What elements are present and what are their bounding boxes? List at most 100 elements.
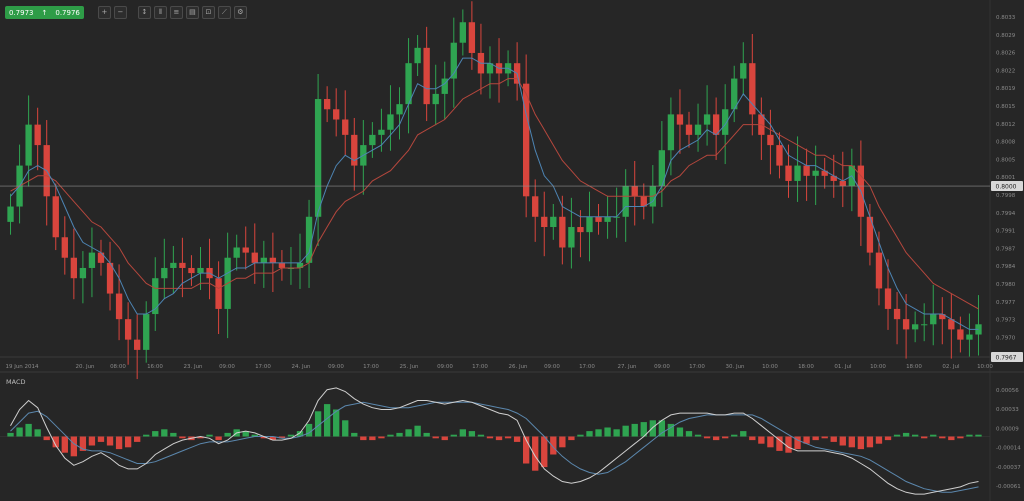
bid-price: 0.7973 (9, 8, 34, 17)
macd-histogram-bar (921, 436, 928, 439)
candle-body (468, 22, 476, 53)
candle-body (432, 93, 439, 105)
candle-body (378, 129, 385, 135)
candle-body (595, 216, 602, 222)
macd-histogram-bar (884, 436, 892, 441)
price-tick-label: 0.7994 (996, 211, 1016, 217)
candle-body (106, 262, 114, 294)
time-tick-label: 02. Jul (942, 364, 960, 370)
macd-histogram-bar (550, 436, 557, 455)
candle-body (197, 267, 204, 274)
candle-body (161, 267, 168, 279)
candle-body (269, 257, 277, 263)
time-tick-label: 19 Jun 2014 (5, 364, 39, 370)
candle-body (351, 134, 358, 166)
macd-histogram-bar (124, 436, 132, 448)
candle-body (124, 319, 132, 340)
crosshair-icon[interactable]: ↕ (137, 6, 151, 19)
macd-histogram-bar (170, 432, 177, 437)
quote-pill[interactable]: 0.7973 ↑ 0.7976 (5, 6, 84, 19)
objects-icon[interactable]: ▤ (185, 6, 199, 19)
macd-histogram-bar (152, 431, 159, 437)
candle-body (785, 165, 792, 181)
macd-histogram-bar (88, 436, 96, 446)
candle-body (622, 186, 629, 217)
draw-icon[interactable]: ⟋ (217, 6, 231, 19)
macd-tick-label: 0.00009 (996, 426, 1019, 432)
price-tick-label: 0.7980 (996, 282, 1016, 288)
macd-histogram-bar (115, 436, 123, 450)
macd-histogram-bar (369, 436, 376, 441)
candle-body (532, 196, 539, 217)
macd-histogram-bar (613, 429, 620, 437)
time-tick-label: 09:00 (219, 364, 235, 370)
indicators-icon[interactable]: ≡ (169, 6, 183, 19)
candle-body (423, 47, 430, 105)
candle-body (233, 247, 240, 258)
trend-up-icon: ↑ (41, 8, 48, 17)
macd-histogram-bar (206, 434, 213, 437)
toolbar-buttons: + − ↕ ⫴ ≡ ▤ ⊡ ⟋ ⚙ (97, 6, 247, 19)
macd-histogram-bar (794, 436, 801, 450)
candle-body (839, 180, 846, 187)
candle-body (722, 109, 729, 135)
macd-histogram-bar (269, 436, 277, 441)
candle-body (115, 293, 123, 320)
macd-histogram-bar (70, 436, 78, 457)
macd-histogram-bar (423, 432, 430, 437)
candle-body (25, 124, 32, 166)
candle-body (52, 196, 59, 238)
macd-histogram-bar (215, 436, 222, 441)
candle-body (776, 145, 783, 166)
chart-toolbar: 0.7973 ↑ 0.7976 + − ↕ ⫴ ≡ ▤ ⊡ ⟋ ⚙ (5, 6, 247, 19)
candle-body (712, 114, 720, 135)
macd-histogram-bar (522, 436, 530, 464)
macd-histogram-bar (242, 431, 249, 437)
candle-body (188, 267, 195, 274)
settings-icon[interactable]: ⚙ (233, 6, 247, 19)
macd-histogram-bar (812, 436, 819, 441)
zoom-in-icon[interactable]: + (97, 6, 111, 19)
macd-histogram-bar (875, 436, 883, 444)
macd-histogram-bar (161, 429, 168, 437)
candles-icon[interactable]: ⫴ (153, 6, 167, 19)
candle-body (405, 63, 412, 105)
macd-histogram-bar (296, 431, 304, 437)
candle-body (323, 99, 331, 110)
macd-histogram-bar (197, 436, 204, 439)
macd-histogram-bar (731, 434, 738, 437)
time-tick-label: 24. Jun (291, 364, 311, 370)
price-tick-label: 0.8012 (996, 122, 1015, 128)
macd-histogram-bar (260, 436, 267, 439)
time-tick-label: 10:00 (762, 364, 778, 370)
macd-histogram-bar (61, 436, 68, 453)
macd-histogram-bar (387, 434, 394, 437)
price-tick-label: 0.7998 (996, 193, 1016, 199)
macd-histogram-bar (378, 436, 385, 439)
macd-histogram-bar (776, 436, 783, 451)
candle-body (34, 124, 41, 146)
macd-histogram-bar (495, 436, 503, 441)
macd-histogram-bar (857, 436, 865, 450)
candle-body (88, 252, 96, 268)
macd-histogram-bar (640, 422, 647, 437)
macd-histogram-bar (911, 434, 919, 437)
candle-body (143, 314, 150, 350)
last-price-badge (991, 352, 1023, 362)
macd-histogram-bar (468, 431, 476, 437)
macd-histogram-bar (767, 436, 774, 448)
time-tick-label: 09:00 (544, 364, 560, 370)
zoom-out-icon[interactable]: − (113, 6, 127, 19)
candle-body (911, 324, 919, 330)
candle-body (921, 324, 928, 326)
time-tick-label: 10:00 (977, 364, 993, 370)
candle-body (387, 114, 394, 130)
time-tick-label: 17:00 (689, 364, 705, 370)
time-tick-label: 18:00 (906, 364, 922, 370)
template-icon[interactable]: ⊡ (201, 6, 215, 19)
macd-histogram-bar (785, 436, 792, 453)
macd-histogram-bar (351, 432, 358, 437)
time-tick-label: 01. Jul (834, 364, 852, 370)
candle-body (830, 175, 837, 181)
